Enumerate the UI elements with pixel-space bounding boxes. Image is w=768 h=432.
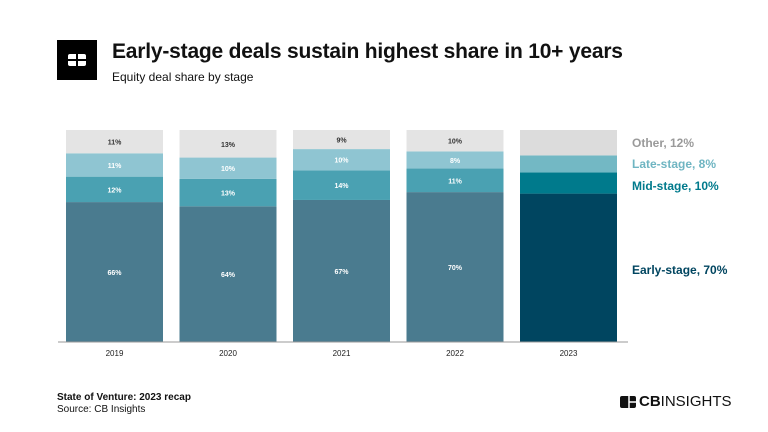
bar-segment [66, 176, 163, 203]
bar-segment [179, 206, 277, 342]
bar-segment [406, 192, 504, 342]
data-label: 14% [334, 183, 349, 190]
data-label: 64% [221, 272, 236, 279]
bar-segment [66, 153, 163, 177]
data-label: 13% [221, 191, 236, 198]
legend-label: Early-stage, 70% [632, 263, 728, 277]
data-label: 11% [448, 178, 462, 185]
data-label: 70% [448, 265, 463, 272]
data-label: 66% [107, 270, 122, 277]
x-tick-label: 2023 [560, 349, 578, 358]
x-tick-label: 2019 [106, 349, 124, 358]
bar-segment [520, 155, 617, 173]
legend-label: Mid-stage, 10% [632, 179, 719, 193]
x-tick-label: 2020 [219, 349, 237, 358]
chart-subtitle: Equity deal share by stage [112, 70, 254, 84]
x-tick-label: 2022 [446, 349, 464, 358]
data-label: 12% [107, 187, 122, 194]
data-label: 10% [221, 166, 236, 173]
bar-segment [179, 130, 277, 158]
bar-segment [406, 151, 504, 169]
source-note: Source: CB Insights [57, 404, 146, 415]
bar-segment [520, 193, 617, 342]
legend-label: Other, 12% [632, 136, 694, 150]
bar-segment [66, 202, 163, 342]
bar-segment [293, 149, 390, 171]
bar-segment [520, 172, 617, 194]
report-name: State of Venture: 2023 recap [57, 392, 191, 403]
data-label: 10% [448, 139, 463, 146]
bar-segment [293, 199, 390, 342]
data-label: 13% [221, 142, 236, 149]
bar-segment [293, 170, 390, 200]
data-label: 10% [334, 158, 349, 165]
bar-segment [179, 157, 277, 179]
bar-segment [520, 130, 617, 156]
legend-label: Late-stage, 8% [632, 157, 716, 171]
x-tick-label: 2021 [333, 349, 351, 358]
data-label: 8% [450, 158, 461, 165]
bar-segment [293, 130, 390, 150]
bar-segment [406, 130, 504, 152]
bar-segment [66, 130, 163, 154]
cb-logo [57, 40, 97, 80]
cb-insights-brand: CBINSIGHTS [620, 393, 732, 410]
bar-segment [179, 178, 277, 207]
cb-brand-icon [620, 395, 636, 408]
data-label: 67% [334, 269, 349, 276]
data-label: 11% [108, 140, 122, 147]
data-label: 9% [336, 138, 347, 145]
chart-title: Early-stage deals sustain highest share … [112, 40, 623, 63]
data-label: 11% [108, 163, 122, 170]
bar-segment [406, 168, 504, 193]
